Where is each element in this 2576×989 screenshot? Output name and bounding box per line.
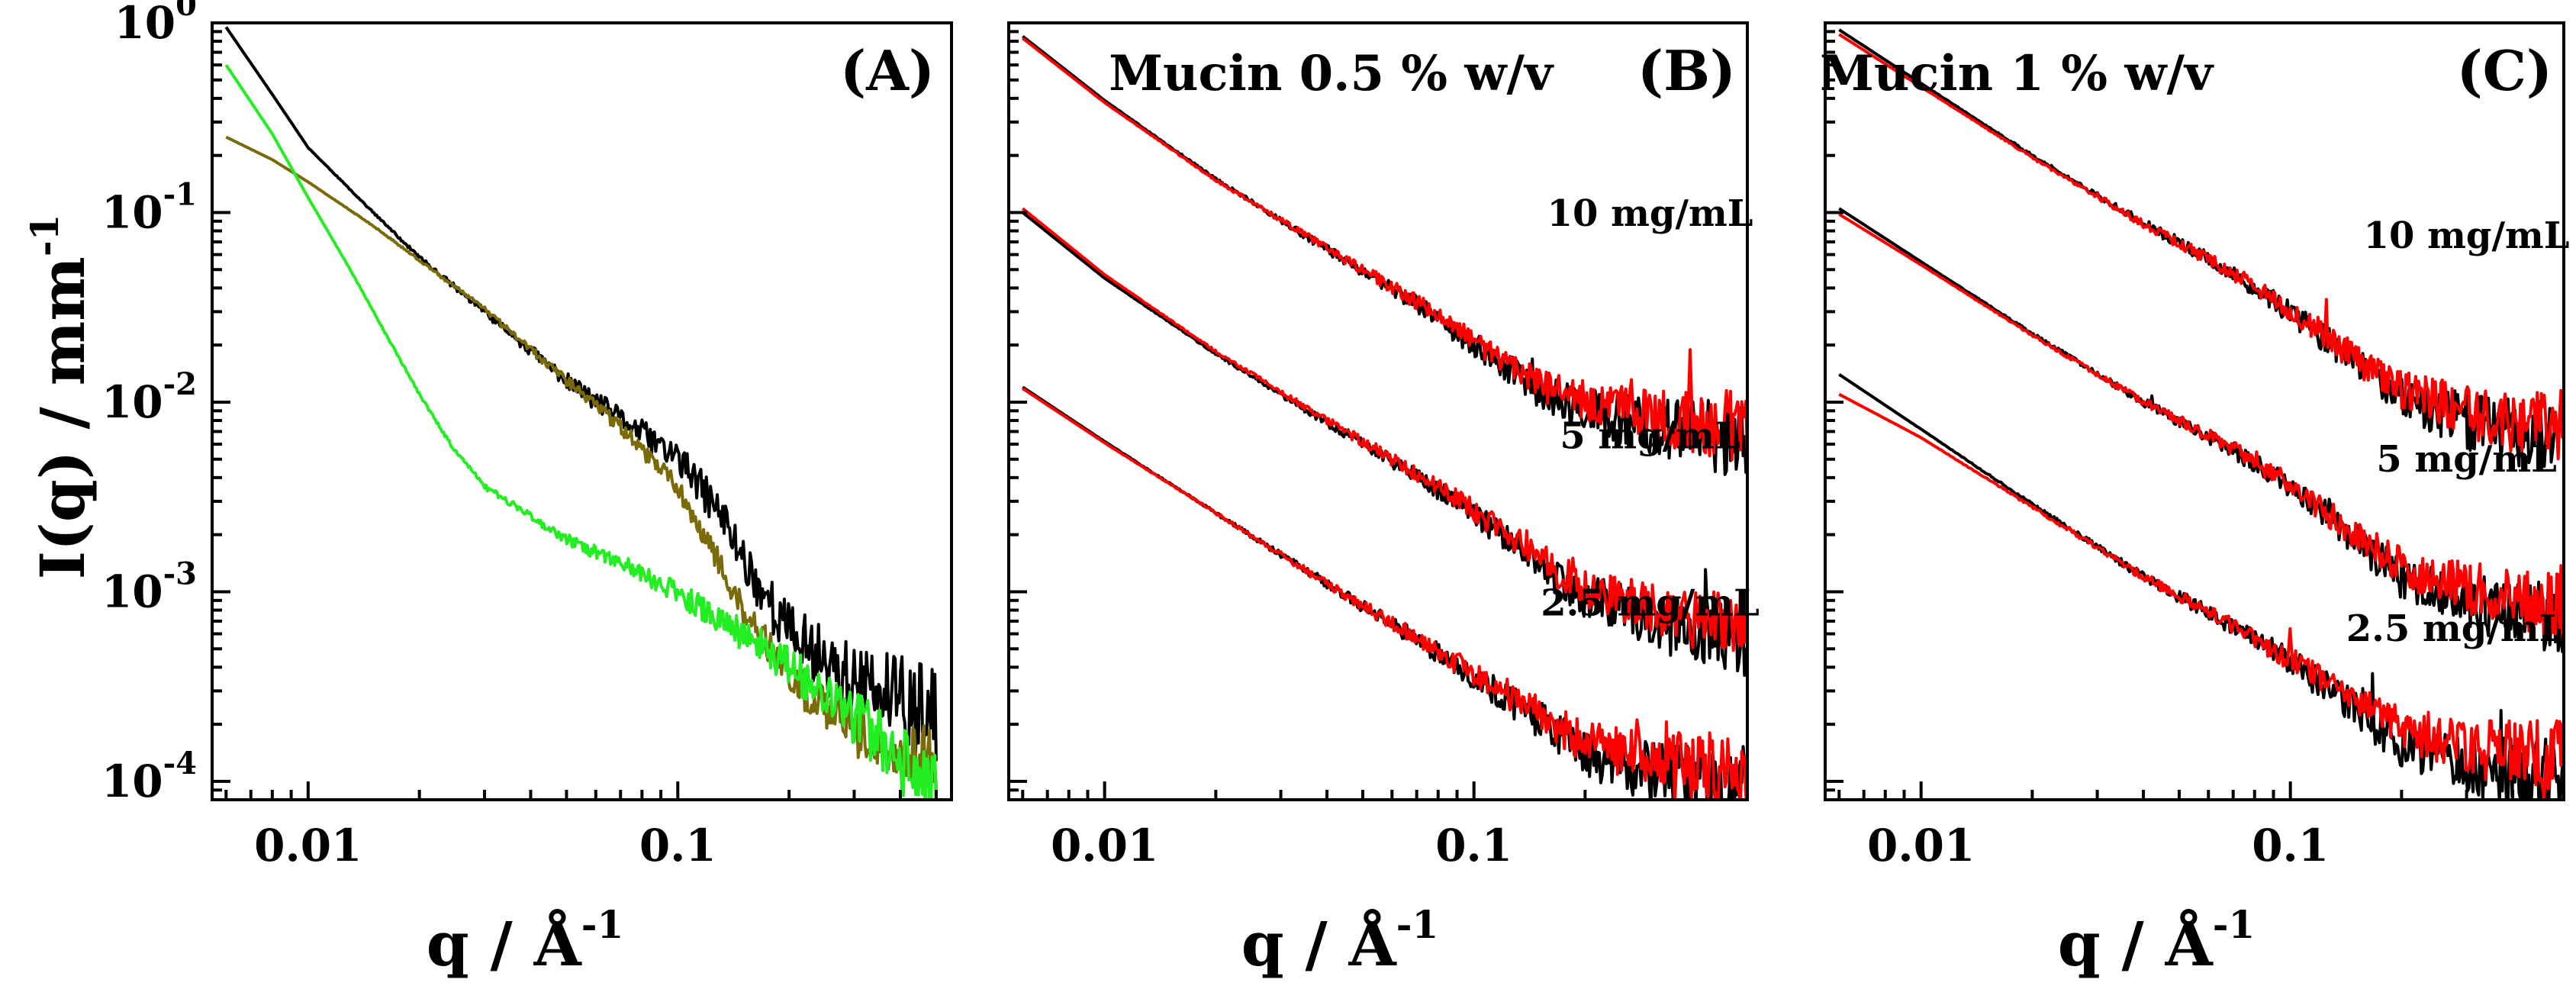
y-axis-title-exp: -1 — [22, 214, 67, 257]
y-tick-label: 10-2 — [101, 366, 197, 428]
panel-letter: (B) — [1637, 38, 1736, 103]
x-axis-title-b-exp: -1 — [1396, 902, 1439, 947]
curve-label: 2.5 mg/mL — [2346, 607, 2565, 650]
y-axis-title: I(q) / mm-1 — [22, 214, 98, 580]
x-tick-label: 0.1 — [639, 820, 716, 871]
series-line — [224, 63, 938, 800]
panel-a: 0.01 0.1 100 10-1 10-2 10-3 10-4 (A) — [101, 0, 953, 871]
curve-label: 10 mg/mL — [1547, 192, 1753, 235]
plot-frame — [211, 21, 953, 801]
series-group — [1838, 28, 2564, 800]
y-tick-label: 100 — [114, 0, 197, 49]
panel-title: Mucin 1 % w/v — [1820, 45, 2214, 102]
x-tick-label: 0.1 — [1435, 820, 1512, 871]
panel-letter: (C) — [2457, 38, 2552, 103]
series-group — [224, 26, 938, 800]
x-tick-label: 0.1 — [2252, 820, 2329, 871]
series-line — [1838, 212, 2564, 641]
curve-label: 5 mg/mL — [1560, 415, 1740, 458]
y-tick-label: 10-1 — [101, 176, 197, 238]
x-tick-label: 0.01 — [1051, 820, 1158, 871]
x-axis-title-a-exp: -1 — [581, 902, 624, 947]
x-axis-title-b: q / Å-1 — [1241, 902, 1438, 980]
x-axis-title-c: q / Å-1 — [2058, 902, 2255, 980]
series-line — [1022, 207, 1747, 652]
x-axis-title-a-text: q / Å — [427, 908, 582, 980]
y-tick-label: 10-3 — [101, 556, 197, 617]
x-tick-label: 0.01 — [1867, 820, 1975, 871]
curve-label: 10 mg/mL — [2364, 214, 2570, 257]
series-group — [1022, 34, 1747, 800]
x-axis-title-c-text: q / Å — [2058, 908, 2214, 980]
panel-title: Mucin 0.5 % w/v — [1109, 45, 1554, 102]
y-axis-title-text: I(q) / mm — [27, 256, 98, 579]
series-line — [1838, 392, 2564, 800]
x-tick-label: 0.01 — [254, 820, 362, 871]
curve-label: 2.5 mg/mL — [1541, 581, 1760, 624]
panel-b: 0.01 0.1 (B) Mucin 0.5 % w/v 10 mg/mL 5 mg/mL… — [1007, 21, 1760, 871]
series-line — [225, 135, 938, 791]
y-tick-label: 10-4 — [101, 746, 197, 807]
panel-letter: (A) — [840, 38, 935, 103]
series-line — [1022, 387, 1747, 800]
x-axis-title-a: q / Å-1 — [427, 902, 623, 980]
series-line — [1838, 33, 2564, 461]
panel-c: 0.01 0.1 (C) Mucin 1 % w/v 10 mg/mL 5 mg/mL 2.… — [1820, 21, 2570, 871]
x-axis-title-c-exp: -1 — [2213, 902, 2256, 947]
x-axis-title-b-text: q / Å — [1241, 908, 1397, 980]
curve-label: 5 mg/mL — [2376, 438, 2557, 481]
series-line — [1022, 37, 1747, 462]
